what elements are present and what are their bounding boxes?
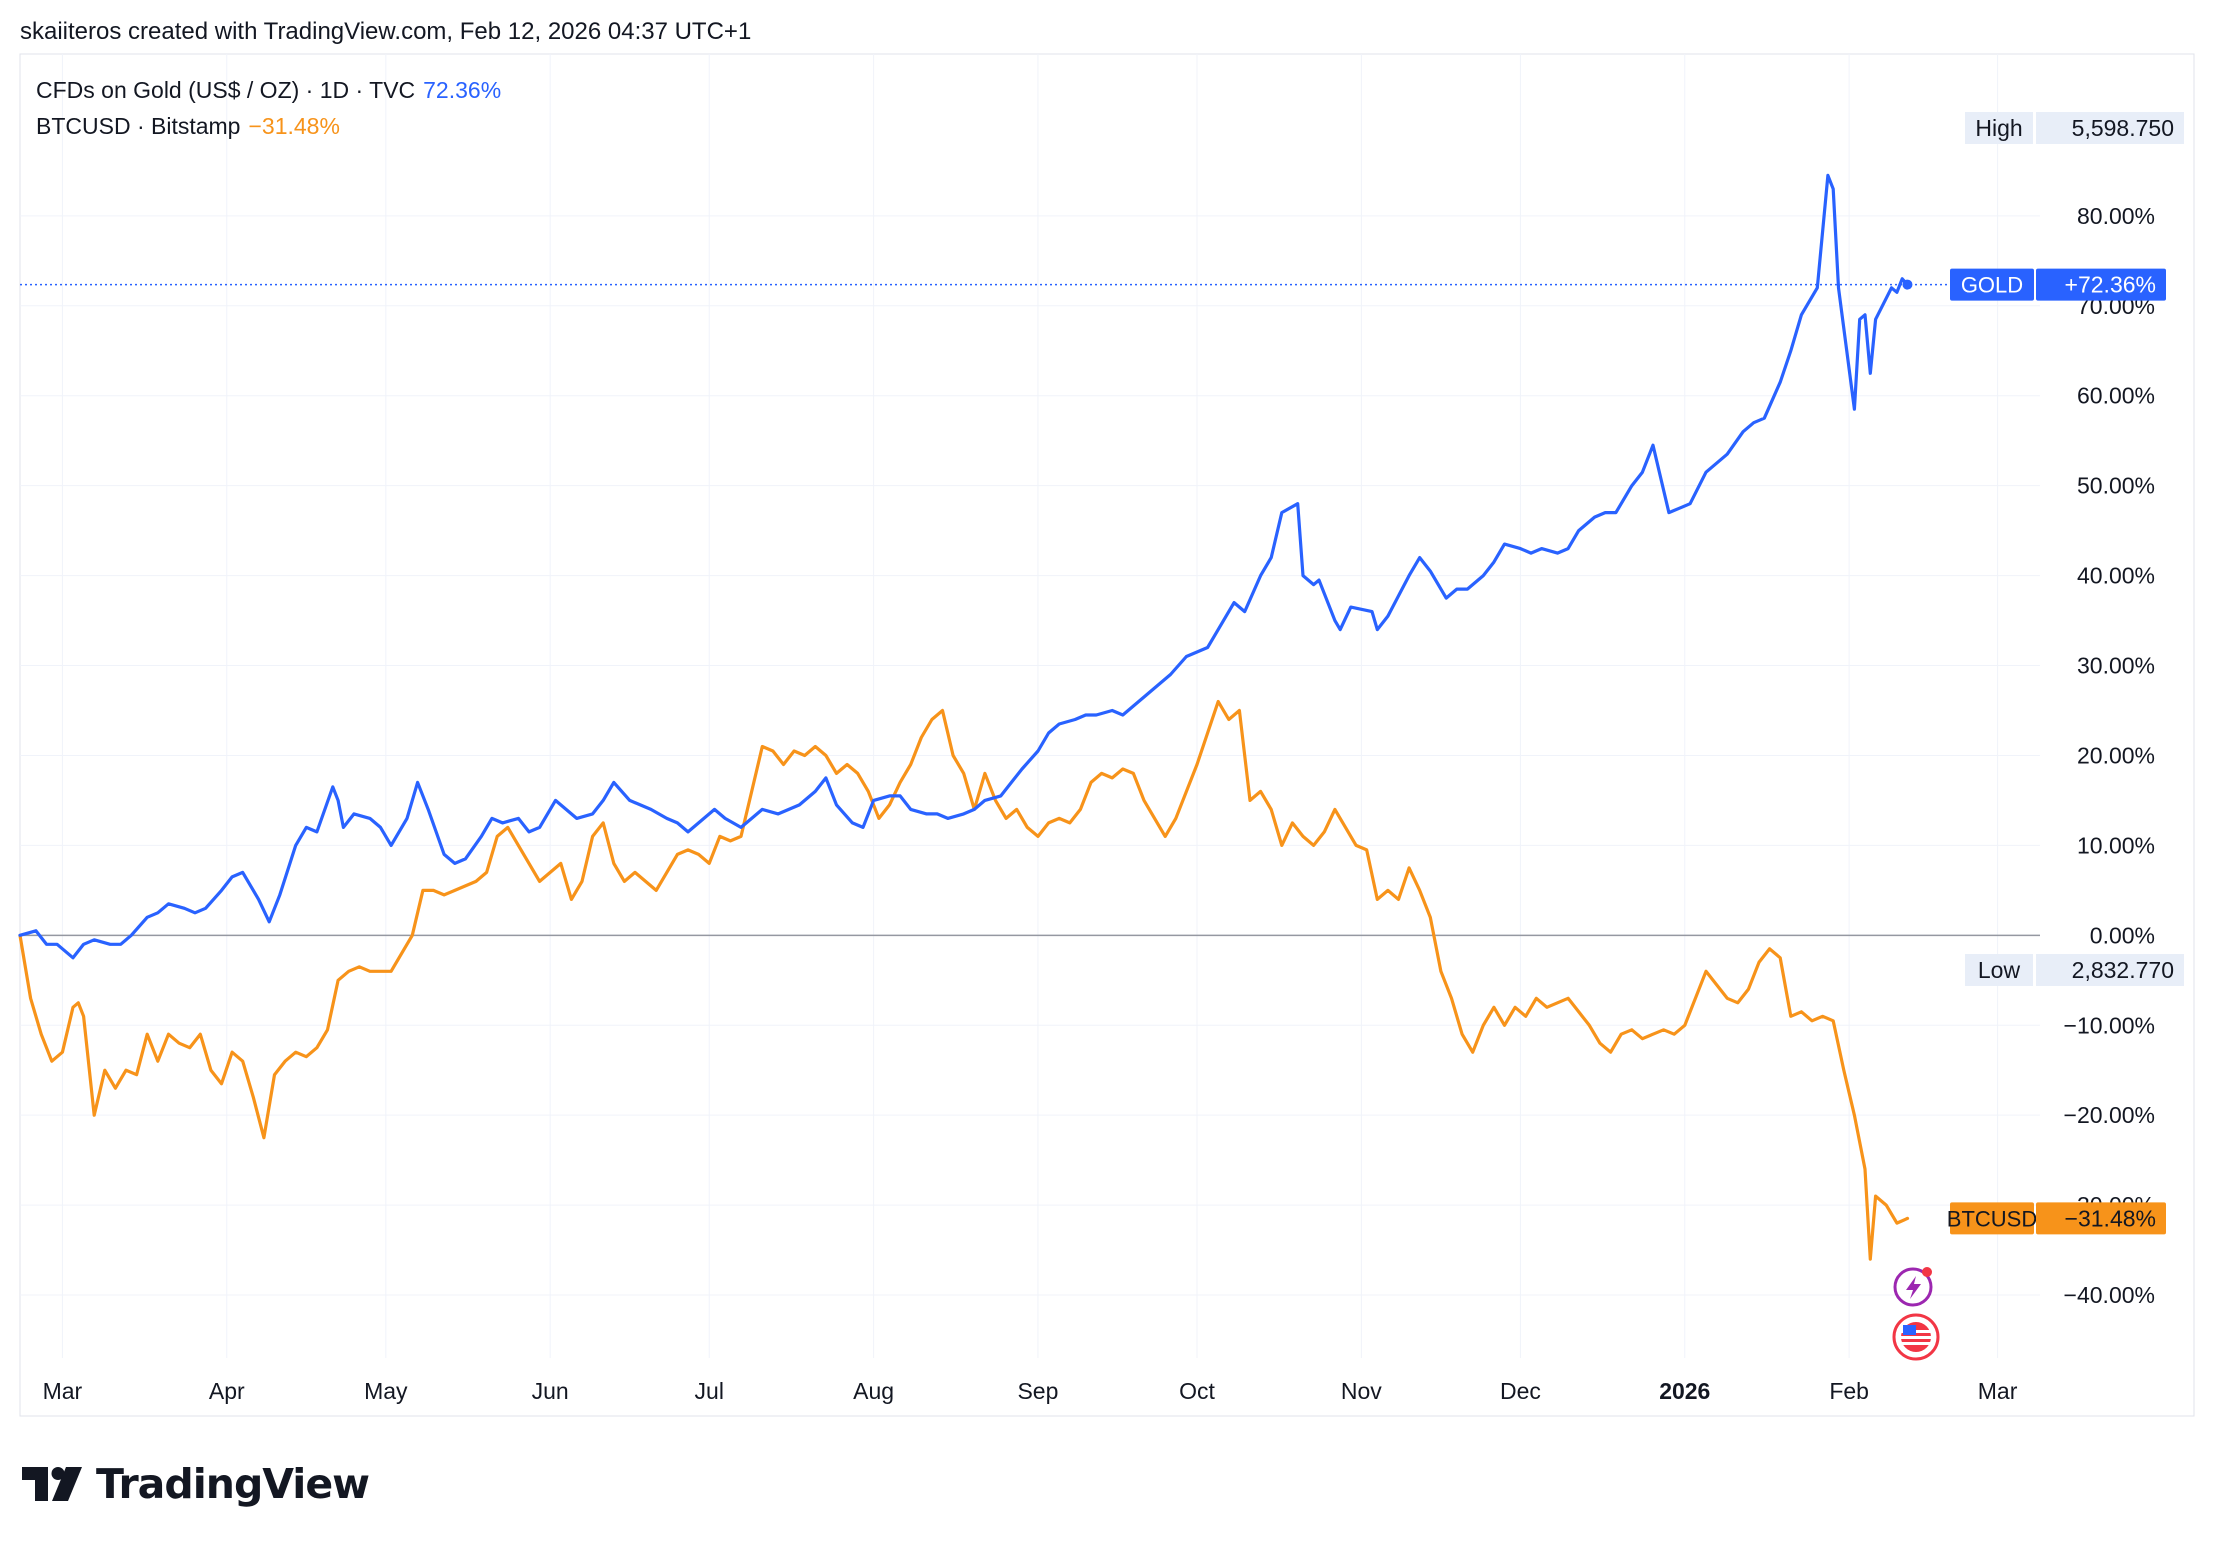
event-marker-bolt[interactable] [1893, 1267, 1933, 1307]
x-tick-label: Jul [695, 1378, 724, 1404]
y-tick-label: −40.00% [2064, 1282, 2155, 1308]
x-tick-label: Mar [43, 1378, 83, 1404]
legend-btc-name: BTCUSD · Bitstamp [36, 113, 241, 139]
y-tick-label: 60.00% [2077, 383, 2155, 409]
y-tick-label: 0.00% [2090, 922, 2155, 948]
gold-price-tag-label-box [1950, 268, 2034, 301]
chart-frame [19, 53, 2195, 1417]
series-line-gold[interactable] [18, 173, 1910, 960]
x-tick-label: Feb [1829, 1378, 1869, 1404]
grid-lines [20, 54, 2040, 1358]
gold-price-tag-value-box [2036, 268, 2166, 301]
x-tick-label: Apr [209, 1378, 245, 1404]
gold-price-tag[interactable]: GOLD +72.36% [1950, 268, 2166, 301]
low-price-tag-value: 2,832.770 [2072, 957, 2174, 983]
tradingview-logo[interactable]: TradingView [22, 1460, 370, 1508]
x-tick-label: Aug [853, 1378, 894, 1404]
legend-row-gold[interactable]: CFDs on Gold (US$ / OZ) · 1D · TVC 72.36% [36, 72, 501, 108]
y-tick-label: 30.00% [2077, 653, 2155, 679]
x-tick-label: 2026 [1659, 1378, 1710, 1404]
y-tick-label: 50.00% [2077, 473, 2155, 499]
gold-last-point [1902, 279, 1913, 290]
low-price-tag-label-box [1965, 954, 2033, 986]
y-tick-label: 80.00% [2077, 203, 2155, 229]
x-tick-label: Sep [1017, 1378, 1058, 1404]
y-axis[interactable]: 80.00%70.00%60.00%50.00%40.00%30.00%20.0… [2064, 203, 2155, 1308]
x-tick-label: May [364, 1378, 408, 1404]
high-price-tag-value-box [2036, 112, 2184, 144]
series-layer [18, 173, 1950, 1261]
high-price-tag-label: High [1975, 115, 2022, 141]
x-tick-label: Dec [1500, 1378, 1541, 1404]
low-price-tag[interactable]: Low 2,832.770 [1965, 954, 2184, 986]
series-line-btcusd[interactable] [18, 699, 1910, 1261]
x-axis[interactable]: Mar Apr May Jun Jul Aug Sep Oct Nov Dec 2026 Feb Mar [43, 1378, 2018, 1404]
y-tick-label: −10.00% [2064, 1012, 2155, 1038]
btc-price-tag-value: −31.48% [2065, 1205, 2156, 1231]
low-price-tag-label: Low [1978, 957, 2021, 983]
btc-price-tag-label: BTCUSD [1947, 1206, 2037, 1231]
gold-price-tag-label: GOLD [1961, 273, 2023, 298]
x-tick-label: Jun [532, 1378, 569, 1404]
x-tick-label: Oct [1179, 1378, 1215, 1404]
tradingview-logo-icon [22, 1467, 82, 1501]
legend-row-btc[interactable]: BTCUSD · Bitstamp −31.48% [36, 108, 501, 144]
high-price-tag-label-box [1965, 112, 2033, 144]
x-tick-label: Mar [1978, 1378, 2018, 1404]
tradingview-logo-text: TradingView [96, 1460, 370, 1508]
btc-price-tag[interactable]: BTCUSD −31.48% [1947, 1202, 2166, 1235]
attribution-text: skaiiteros created with TradingView.com,… [20, 18, 752, 45]
y-tick-label: 20.00% [2077, 742, 2155, 768]
high-price-tag-value: 5,598.750 [2072, 115, 2174, 141]
high-price-tag[interactable]: High 5,598.750 [1965, 112, 2184, 144]
chart-legend: CFDs on Gold (US$ / OZ) · 1D · TVC 72.36%… [36, 72, 501, 144]
event-marker-us-flag[interactable] [1892, 1313, 1940, 1361]
lightning-icon [1906, 1276, 1921, 1299]
price-tags: GOLD +72.36% BTCUSD −31.48% High 5,598.750 Low… [1947, 112, 2184, 1235]
btc-price-tag-label-box [1950, 1202, 2034, 1235]
legend-btc-change: −31.48% [248, 113, 340, 139]
legend-gold-name: CFDs on Gold (US$ / OZ) · 1D · TVC [36, 77, 416, 103]
low-price-tag-value-box [2036, 954, 2184, 986]
y-tick-label: 40.00% [2077, 563, 2155, 589]
y-tick-label: −20.00% [2064, 1102, 2155, 1128]
gold-price-tag-value: +72.36% [2065, 272, 2156, 298]
x-tick-label: Nov [1341, 1378, 1382, 1404]
y-tick-label: 10.00% [2077, 832, 2155, 858]
legend-gold-change: 72.36% [423, 77, 502, 103]
us-flag-icon [1903, 1325, 1916, 1335]
btc-price-tag-value-box [2036, 1202, 2166, 1235]
